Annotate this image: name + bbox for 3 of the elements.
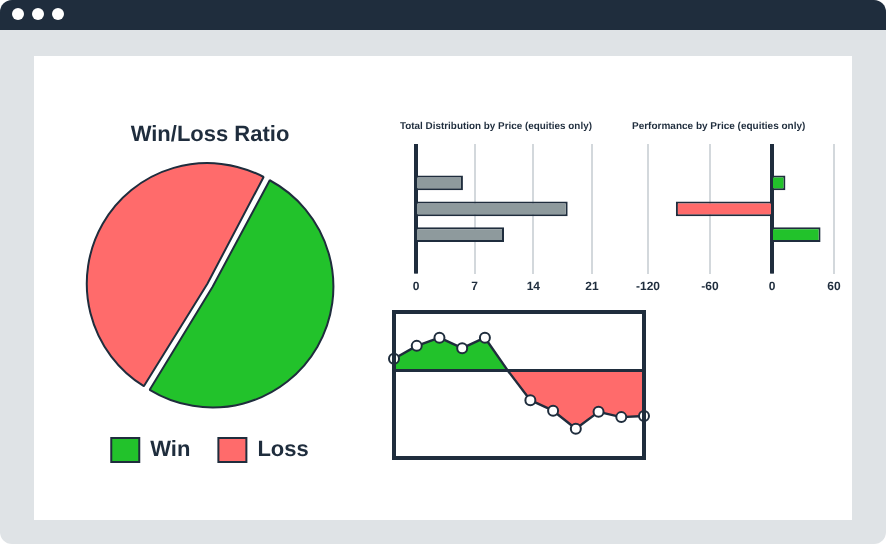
chart-title: Win/Loss Ratio [130, 123, 290, 148]
legend-label: Win [150, 438, 191, 463]
legend-label: Loss [257, 438, 309, 463]
